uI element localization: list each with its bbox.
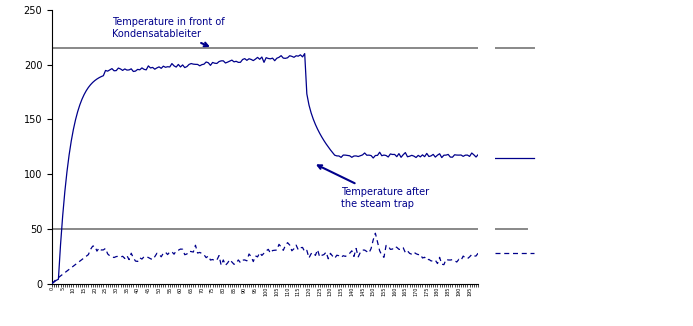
Text: Temperature in front of
Kondensatableiter: Temperature in front of Kondensatableite… <box>112 18 225 46</box>
Text: Temperature after
the steam trap: Temperature after the steam trap <box>318 165 429 209</box>
